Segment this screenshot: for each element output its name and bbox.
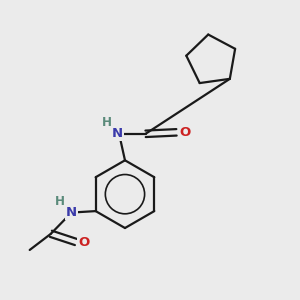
Text: O: O xyxy=(79,236,90,248)
Text: O: O xyxy=(180,126,191,139)
Text: H: H xyxy=(55,195,65,208)
Text: N: N xyxy=(112,127,123,140)
Text: N: N xyxy=(66,206,77,219)
Text: H: H xyxy=(102,116,112,129)
